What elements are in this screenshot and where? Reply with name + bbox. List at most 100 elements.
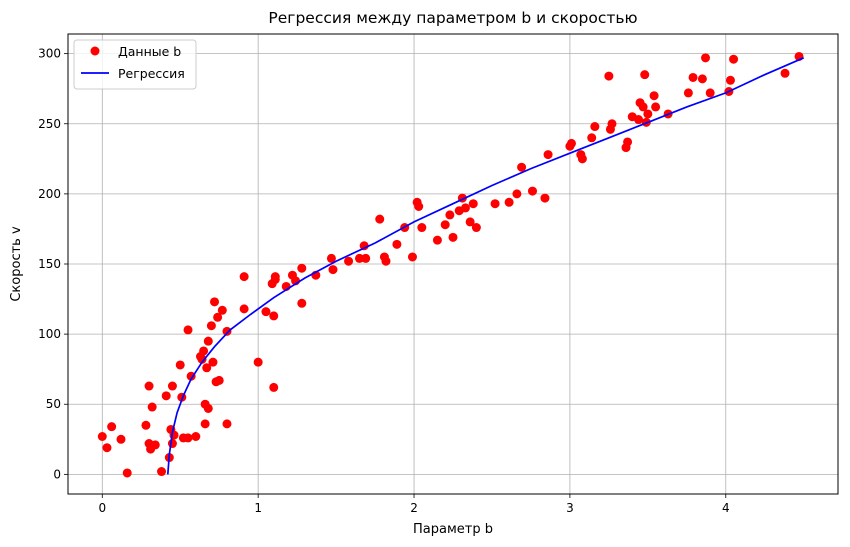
scatter-point <box>543 150 553 160</box>
legend-marker-data <box>90 46 100 56</box>
plot-area <box>97 51 805 478</box>
scatter-point <box>638 102 648 112</box>
scatter-point <box>381 256 391 266</box>
scatter-point <box>375 214 385 224</box>
scatter-point <box>729 54 739 64</box>
scatter-point <box>445 210 455 220</box>
scatter-point <box>167 439 177 449</box>
scatter-point <box>183 325 193 335</box>
scatter-point <box>326 253 336 263</box>
scatter-point <box>688 72 698 82</box>
scatter-point <box>590 122 600 132</box>
scatter-point <box>213 312 223 322</box>
scatter-point <box>141 420 151 430</box>
scatter-point <box>512 189 522 199</box>
legend-box <box>73 39 197 90</box>
scatter-point <box>623 137 633 147</box>
scatter-point <box>197 354 207 364</box>
scatter-point <box>587 133 597 143</box>
scatter-point <box>504 197 514 207</box>
scatter-point <box>297 263 307 273</box>
scatter-point <box>183 433 193 443</box>
legend: Данные b Регрессия <box>73 39 197 90</box>
scatter-point <box>200 419 210 429</box>
scatter-point <box>116 434 126 444</box>
scatter-point <box>465 217 475 227</box>
scatter-point <box>97 432 107 441</box>
y-tick-label: 0 <box>53 467 61 481</box>
scatter-point <box>607 119 617 129</box>
scatter-point <box>392 239 402 249</box>
axis-ticks: 0 1 2 3 4 0 50 100 150 200 250 300 <box>38 47 729 515</box>
scatter-point <box>199 346 209 356</box>
scatter-point <box>640 70 650 80</box>
scatter-point <box>490 199 500 209</box>
y-tick-label: 150 <box>38 257 61 271</box>
scatter-point <box>517 162 527 172</box>
y-axis-label: Скорость v <box>9 226 24 302</box>
legend-label-data: Данные b <box>118 44 181 59</box>
scatter-point <box>253 357 263 367</box>
scatter-point <box>269 311 279 321</box>
legend-label-regression: Регрессия <box>118 66 185 81</box>
scatter-point <box>214 375 224 385</box>
regression-line <box>166 57 805 475</box>
scatter-point <box>577 154 587 164</box>
scatter-point <box>157 467 167 477</box>
scatter-point <box>683 88 693 98</box>
x-tick-label: 0 <box>98 501 106 515</box>
scatter-point <box>697 74 707 84</box>
scatter-point <box>440 220 450 230</box>
scatter-point <box>203 403 213 413</box>
scatter-point <box>361 253 371 263</box>
scatter-point <box>102 443 112 453</box>
scatter-point <box>150 440 160 450</box>
scatter-point <box>527 186 537 196</box>
scatter-point <box>202 363 212 373</box>
scatter-point <box>191 432 201 441</box>
scatter-point <box>705 88 715 98</box>
scatter-point <box>210 297 220 307</box>
scatter-point <box>217 305 227 315</box>
scatter-point <box>208 357 218 367</box>
scatter-point <box>359 241 369 251</box>
scatter-point <box>432 235 442 245</box>
x-tick-label: 1 <box>254 501 262 515</box>
scatter-point <box>222 326 232 336</box>
scatter-point <box>643 109 653 119</box>
scatter-point <box>261 307 271 317</box>
scatter-point <box>144 381 154 391</box>
scatter-point <box>328 265 338 275</box>
scatter-point <box>633 115 643 125</box>
grid <box>68 34 838 494</box>
scatter-point <box>269 382 279 392</box>
scatter-point <box>448 232 458 242</box>
scatter-point <box>725 75 735 85</box>
chart-title: Регрессия между параметром b и скоростью <box>268 9 637 27</box>
scatter-point <box>414 202 424 211</box>
scatter-point <box>239 304 249 314</box>
plot-frame <box>67 33 839 495</box>
scatter-point <box>239 272 249 282</box>
y-tick-label: 300 <box>38 47 61 61</box>
scatter-point <box>780 68 790 78</box>
x-tick-label: 3 <box>566 501 574 515</box>
scatter-point <box>270 272 280 282</box>
scatter-point <box>297 298 307 308</box>
y-tick-label: 100 <box>38 327 61 341</box>
scatter-point <box>540 193 550 203</box>
x-axis-label: Параметр b <box>413 522 493 537</box>
scatter-point <box>651 102 661 112</box>
scatter-point <box>122 468 132 478</box>
scatter-point <box>649 91 659 101</box>
scatter-point <box>203 336 213 346</box>
scatter-point <box>468 199 478 209</box>
scatter-point <box>471 223 481 233</box>
scatter-point <box>604 71 614 81</box>
scatter-point <box>417 223 427 233</box>
scatter-point <box>147 402 157 412</box>
scatter-point <box>107 422 117 432</box>
x-tick-label: 2 <box>410 501 418 515</box>
y-tick-label: 50 <box>46 397 61 411</box>
